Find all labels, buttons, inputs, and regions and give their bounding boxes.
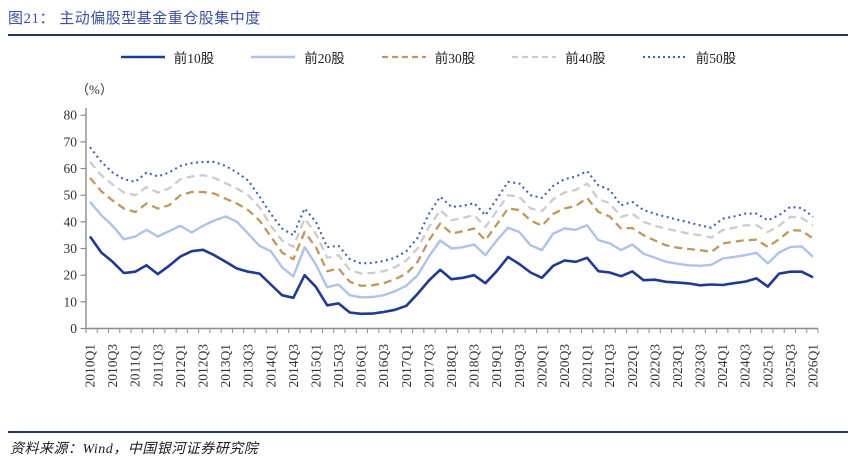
x-tick-label: 2024Q3 <box>738 344 753 388</box>
series-lines <box>88 146 814 316</box>
x-tick-label: 2010Q3 <box>105 344 120 388</box>
concentration-line-chart: 0 10 20 30 40 50 60 70 80 2010Q1 2010Q3 2011Q1 2011Q… <box>64 108 821 388</box>
figure-title: 图21： 主动偏股型基金重仓股集中度 <box>8 11 261 27</box>
x-tick-label: 2011Q1 <box>128 344 143 387</box>
y-tick-label: 70 <box>64 134 78 149</box>
x-tick-label: 2013Q1 <box>218 344 233 388</box>
series-line-top30 <box>89 177 814 287</box>
x-tick-label: 2020Q3 <box>557 344 572 388</box>
legend-line-sample-top30 <box>381 55 426 59</box>
x-tick-label: 2012Q3 <box>195 344 210 388</box>
legend-label-top20: 前20股 <box>304 51 345 66</box>
x-tick-label: 2023Q1 <box>670 344 685 388</box>
legend-label-top50: 前50股 <box>695 51 737 66</box>
x-tick-label: 2017Q1 <box>399 344 414 388</box>
legend-item-top30: 前30股 <box>381 47 476 67</box>
x-tick-label: 2025Q3 <box>783 344 798 388</box>
series-line-top50 <box>89 146 814 265</box>
x-tick-label: 2019Q3 <box>512 344 527 388</box>
legend-item-top10: 前10股 <box>120 47 215 67</box>
x-tick-label: 2016Q1 <box>354 344 369 388</box>
x-tick-label: 2013Q3 <box>241 344 256 388</box>
x-tick-label: 2020Q1 <box>534 344 549 388</box>
x-tick-label: 2011Q3 <box>150 344 165 387</box>
y-tick-label: 20 <box>64 268 78 283</box>
bottom-divider <box>8 431 848 433</box>
legend-line-sample-top50 <box>642 55 687 59</box>
y-axis-unit-label: （%） <box>76 82 113 97</box>
x-tick-label: 2023Q3 <box>693 344 708 388</box>
x-tick-label: 2021Q3 <box>602 344 617 388</box>
y-tick-label: 50 <box>64 188 78 203</box>
x-tick-label: 2014Q3 <box>286 344 301 388</box>
x-tick-label: 2015Q3 <box>331 344 346 388</box>
x-tick-label: 2018Q3 <box>467 344 482 388</box>
chart-legend: 前10股 前20股 前30股 前40股 前50股 <box>0 47 856 67</box>
y-tick-label: 0 <box>70 321 77 336</box>
legend-item-top40: 前40股 <box>511 47 606 67</box>
x-tick-label: 2014Q1 <box>263 344 278 388</box>
legend-line-sample-top40 <box>512 55 557 59</box>
legend-label-top40: 前40股 <box>565 51 606 66</box>
x-tick-label: 2015Q1 <box>308 344 323 388</box>
x-tick-label: 2016Q3 <box>376 344 391 388</box>
y-tick-label: 30 <box>64 241 78 256</box>
x-tick-label: 2022Q3 <box>647 344 662 388</box>
series-line-top10 <box>88 235 814 316</box>
x-tick-label: 2012Q1 <box>173 344 188 388</box>
y-tick-label: 40 <box>64 214 78 229</box>
series-line-top20 <box>89 201 814 299</box>
legend-item-top50: 前50股 <box>642 47 737 67</box>
y-tick-label: 60 <box>64 161 78 176</box>
x-tick-label: 2018Q1 <box>444 344 459 388</box>
x-tick-label: 2010Q1 <box>83 344 98 388</box>
y-tick-label: 10 <box>64 294 78 309</box>
axes: 0 10 20 30 40 50 60 70 80 2010Q1 2010Q3 2011Q1 2011Q… <box>64 108 821 388</box>
top-divider <box>8 34 848 36</box>
x-tick-label: 2022Q1 <box>625 344 640 388</box>
x-tick-label: 2019Q1 <box>489 344 504 388</box>
series-line-top40 <box>89 161 814 275</box>
legend-line-sample-top20 <box>251 55 296 59</box>
x-tick-label: 2024Q1 <box>715 344 730 388</box>
x-tick-label: 2017Q3 <box>421 344 436 388</box>
y-tick-label: 80 <box>64 108 78 123</box>
x-tick-label: 2021Q1 <box>580 344 595 388</box>
legend-item-top20: 前20股 <box>250 47 345 67</box>
legend-label-top30: 前30股 <box>434 51 476 66</box>
legend-line-sample-top10 <box>120 55 165 59</box>
data-source-note: 资料来源：Wind，中国银河证券研究院 <box>10 442 259 457</box>
legend-label-top10: 前10股 <box>173 51 215 66</box>
x-tick-label: 2026Q1 <box>806 344 821 388</box>
x-tick-label: 2025Q1 <box>760 344 775 388</box>
